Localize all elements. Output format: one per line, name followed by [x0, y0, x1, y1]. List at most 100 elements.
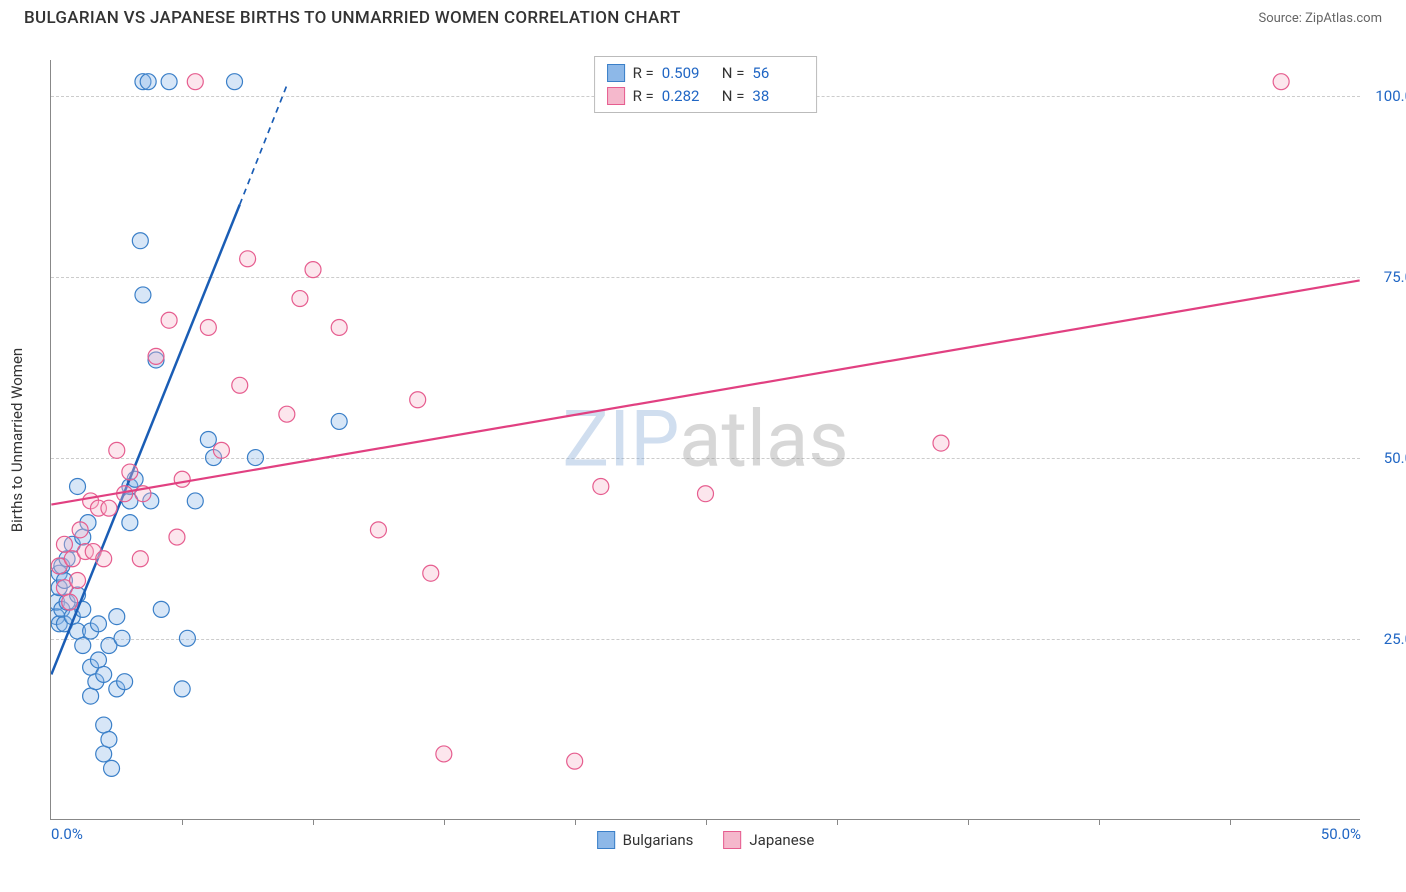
scatter-point-bulgarians: [200, 432, 216, 448]
y-axis-label: Births to Unmarried Women: [8, 347, 26, 531]
y-tick-label: 25.0%: [1364, 630, 1406, 648]
scatter-point-bulgarians: [90, 616, 106, 632]
legend-row-bulgarians: R = 0.509 N = 56: [607, 62, 805, 85]
scatter-point-japanese: [1273, 74, 1289, 90]
scatter-point-bulgarians: [161, 74, 177, 90]
legend-n-value-bulgarians: 56: [752, 62, 804, 85]
scatter-point-japanese: [70, 572, 86, 588]
scatter-point-japanese: [62, 594, 78, 610]
x-tick-label: 50.0%: [1321, 825, 1361, 843]
scatter-point-japanese: [593, 478, 609, 494]
scatter-point-japanese: [410, 392, 426, 408]
scatter-point-japanese: [109, 442, 125, 458]
scatter-point-bulgarians: [70, 478, 86, 494]
scatter-point-japanese: [132, 551, 148, 567]
scatter-point-bulgarians: [96, 666, 112, 682]
chart-area: 25.0%50.0%75.0%100.0% 0.0%50.0% Births t…: [50, 60, 1360, 820]
x-tick: [182, 819, 183, 825]
legend-n-value-japanese: 38: [752, 85, 804, 108]
scatter-point-bulgarians: [90, 652, 106, 668]
legend-n-label: N =: [722, 62, 745, 85]
scatter-point-japanese: [292, 291, 308, 307]
x-tick: [575, 819, 576, 825]
scatter-point-bulgarians: [187, 493, 203, 509]
legend-bottom-swatch-bulgarians: [597, 831, 615, 849]
scatter-point-bulgarians: [96, 746, 112, 762]
scatter-point-bulgarians: [101, 731, 117, 747]
legend-n-label: N =: [722, 85, 745, 108]
legend-r-label: R =: [633, 62, 654, 85]
scatter-point-japanese: [423, 565, 439, 581]
scatter-point-bulgarians: [109, 609, 125, 625]
legend-swatch-japanese: [607, 87, 625, 105]
scatter-point-japanese: [232, 377, 248, 393]
x-tick: [837, 819, 838, 825]
scatter-point-japanese: [187, 74, 203, 90]
scatter-point-bulgarians: [153, 601, 169, 617]
scatter-point-bulgarians: [135, 287, 151, 303]
scatter-point-japanese: [161, 312, 177, 328]
scatter-point-bulgarians: [104, 760, 120, 776]
scatter-point-bulgarians: [117, 674, 133, 690]
scatter-point-japanese: [567, 753, 583, 769]
legend-bottom-label-bulgarians: Bulgarians: [623, 831, 694, 849]
legend-bottom-item-japanese: Japanese: [723, 831, 814, 849]
chart-title: BULGARIAN VS JAPANESE BIRTHS TO UNMARRIE…: [24, 8, 681, 28]
scatter-point-japanese: [101, 500, 117, 516]
x-tick-label: 0.0%: [51, 825, 83, 843]
legend-swatch-bulgarians: [607, 64, 625, 82]
x-tick: [1099, 819, 1100, 825]
y-tick-label: 50.0%: [1364, 449, 1406, 467]
x-tick: [313, 819, 314, 825]
scatter-point-japanese: [279, 406, 295, 422]
legend-bottom-item-bulgarians: Bulgarians: [597, 831, 694, 849]
trend-line-japanese: [51, 280, 1359, 504]
scatter-point-japanese: [200, 319, 216, 335]
scatter-point-japanese: [122, 464, 138, 480]
x-tick: [444, 819, 445, 825]
scatter-point-bulgarians: [83, 688, 99, 704]
legend-series: Bulgarians Japanese: [597, 831, 815, 849]
scatter-point-japanese: [370, 522, 386, 538]
scatter-point-bulgarians: [75, 638, 91, 654]
x-tick: [1230, 819, 1231, 825]
legend-row-japanese: R = 0.282 N = 38: [607, 85, 805, 108]
scatter-point-japanese: [169, 529, 185, 545]
source-attribution: Source: ZipAtlas.com: [1258, 11, 1382, 26]
legend-bottom-swatch-japanese: [723, 831, 741, 849]
legend-correlation: R = 0.509 N = 56 R = 0.282 N = 38: [594, 56, 818, 113]
scatter-point-bulgarians: [179, 630, 195, 646]
scatter-point-bulgarians: [331, 413, 347, 429]
scatter-point-japanese: [698, 486, 714, 502]
scatter-point-japanese: [331, 319, 347, 335]
legend-r-label: R =: [633, 85, 654, 108]
scatter-point-bulgarians: [114, 630, 130, 646]
scatter-point-japanese: [213, 442, 229, 458]
legend-r-value-bulgarians: 0.509: [662, 62, 714, 85]
chart-header: BULGARIAN VS JAPANESE BIRTHS TO UNMARRIE…: [0, 0, 1406, 32]
scatter-point-bulgarians: [140, 74, 156, 90]
scatter-point-japanese: [72, 522, 88, 538]
x-tick: [968, 819, 969, 825]
scatter-point-japanese: [174, 471, 190, 487]
scatter-svg: [51, 60, 1360, 819]
scatter-point-bulgarians: [96, 717, 112, 733]
scatter-point-bulgarians: [122, 515, 138, 531]
scatter-point-bulgarians: [132, 233, 148, 249]
source-name: ZipAtlas.com: [1305, 11, 1382, 26]
scatter-point-japanese: [240, 251, 256, 267]
trend-line-dash-bulgarians: [240, 85, 287, 204]
legend-bottom-label-japanese: Japanese: [749, 831, 814, 849]
scatter-point-japanese: [933, 435, 949, 451]
source-prefix: Source:: [1258, 11, 1305, 26]
scatter-point-japanese: [148, 348, 164, 364]
legend-r-value-japanese: 0.282: [662, 85, 714, 108]
scatter-point-bulgarians: [247, 450, 263, 466]
scatter-point-bulgarians: [174, 681, 190, 697]
scatter-point-japanese: [56, 536, 72, 552]
scatter-point-japanese: [305, 262, 321, 278]
y-tick-label: 75.0%: [1364, 268, 1406, 286]
x-tick: [706, 819, 707, 825]
plot-rect: 25.0%50.0%75.0%100.0% 0.0%50.0% Births t…: [50, 60, 1360, 820]
scatter-point-bulgarians: [227, 74, 243, 90]
